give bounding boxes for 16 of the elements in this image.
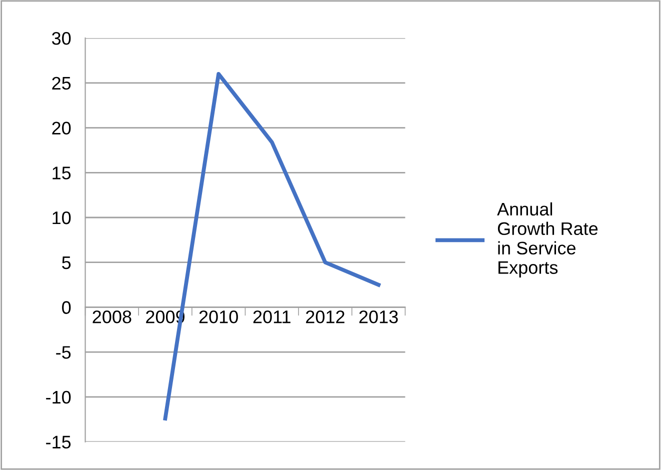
y-tick-label: 15 — [52, 166, 71, 180]
y-tick-label: -15 — [46, 436, 71, 449]
x-tick-label: 2011 — [253, 310, 290, 324]
y-tick-label: -5 — [56, 346, 71, 359]
x-tick-label: 2008 — [92, 310, 132, 324]
y-tick-label: 10 — [52, 211, 71, 224]
y-tick-label: 0 — [62, 301, 71, 314]
y-tick-label: 25 — [52, 76, 71, 90]
legend-label: Annual Growth Rate in Service Exports — [497, 202, 598, 278]
y-tick-label: 5 — [62, 256, 71, 270]
x-tick-label: 2013 — [359, 310, 398, 324]
y-tick-label: 30 — [52, 32, 71, 45]
x-tick-label: 2010 — [199, 310, 238, 324]
y-tick-label: 20 — [52, 122, 71, 135]
y-tick-label: -10 — [46, 390, 71, 404]
x-tick-label: 2012 — [306, 310, 344, 324]
